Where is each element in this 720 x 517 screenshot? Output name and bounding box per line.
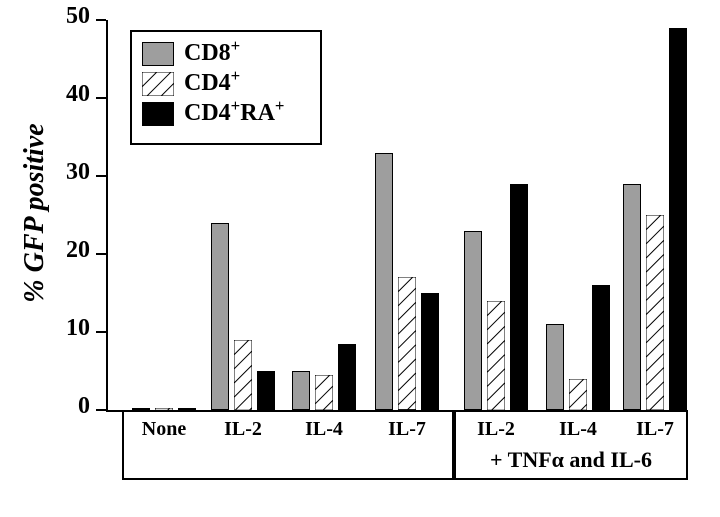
bar-cd4ra-6 (669, 28, 687, 410)
bar-cd4-3 (398, 277, 416, 410)
y-tick (96, 253, 106, 255)
y-axis-label: % GFP positive (19, 63, 51, 363)
bar-cd4ra-4 (510, 184, 528, 410)
x-group-label: + TNFα and IL-6 (456, 447, 686, 473)
legend-row: CD8+ (142, 40, 310, 67)
bar-cd4ra-5 (592, 285, 610, 410)
bar-cd4-6 (646, 215, 664, 410)
legend-row: CD4+RA+ (142, 100, 310, 127)
bar-cd8-4 (464, 231, 482, 410)
y-tick (96, 409, 106, 411)
bar-cd4ra-2 (338, 344, 356, 410)
y-tick (96, 19, 106, 21)
y-tick (96, 97, 106, 99)
y-tick (96, 175, 106, 177)
bar-cd8-5 (546, 324, 564, 410)
bar-cd8-6 (623, 184, 641, 410)
y-axis (106, 20, 108, 410)
x-group-box: + TNFα and IL-6 (454, 410, 688, 480)
legend-swatch (142, 72, 174, 96)
legend-label: CD8+ (184, 40, 240, 67)
legend-swatch (142, 102, 174, 126)
legend: CD8+ CD4+ CD4+RA+ (130, 30, 322, 145)
bar-cd8-3 (375, 153, 393, 410)
bar-cd8-2 (292, 371, 310, 410)
bar-cd4-2 (315, 375, 333, 410)
y-tick (96, 331, 106, 333)
legend-label: CD4+RA+ (184, 100, 284, 127)
legend-row: CD4+ (142, 70, 310, 97)
bar-cd8-1 (211, 223, 229, 410)
y-tick-label: 50 (0, 3, 90, 30)
y-tick-label: 0 (0, 393, 90, 420)
bar-cd4-5 (569, 379, 587, 410)
bar-cd4-1 (234, 340, 252, 410)
bar-cd4ra-3 (421, 293, 439, 410)
bar-cd4-4 (487, 301, 505, 410)
x-group-box (122, 410, 454, 480)
legend-swatch (142, 42, 174, 66)
bar-cd4ra-1 (257, 371, 275, 410)
legend-label: CD4+ (184, 70, 240, 97)
